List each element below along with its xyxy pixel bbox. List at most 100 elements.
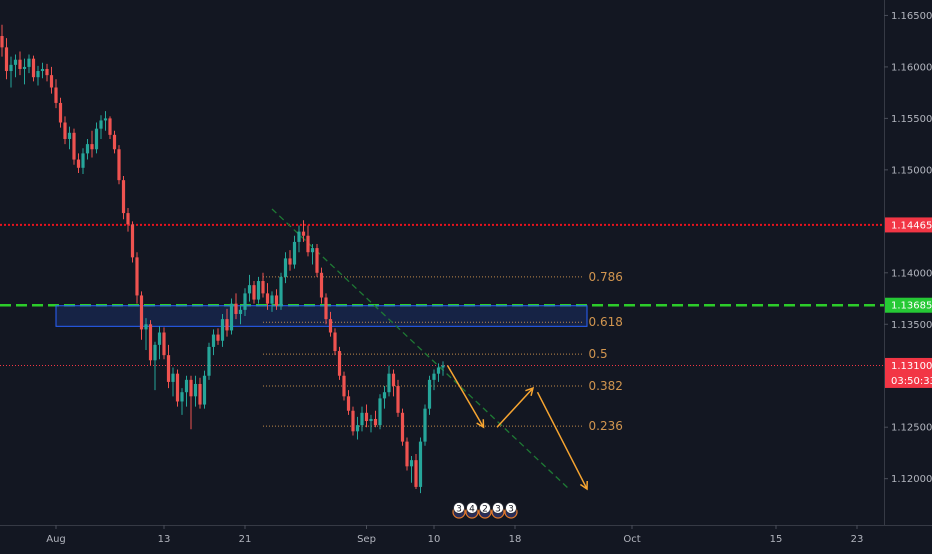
candle-body-50: [225, 319, 229, 331]
bar-count-badge-bg-0: [453, 502, 465, 514]
time-tick-label-5: 18: [509, 534, 522, 545]
candle-21: [94, 122, 99, 154]
candle-62: [279, 272, 283, 310]
candle-96: [432, 369, 436, 391]
candle-13: [58, 97, 63, 128]
candle-body-46: [207, 346, 211, 376]
projection-arrows: [446, 365, 588, 491]
candle-body-24: [108, 118, 112, 135]
price-axis: 1.16500 1.16000 1.15500 1.15000 1.14000 1.135…: [884, 11, 932, 485]
candle-54: [243, 288, 247, 317]
candle-body-49: [220, 319, 225, 341]
zone-layer: [55, 305, 588, 327]
price-label-bg-2: [885, 357, 932, 388]
candle-body-44: [198, 383, 202, 405]
candle-82: [369, 414, 373, 433]
candle-body-84: [378, 398, 382, 426]
projection-arrow-line-1: [496, 387, 534, 428]
candle-body-27: [121, 180, 126, 214]
candle-48: [216, 328, 220, 345]
candle-body-75: [337, 351, 342, 376]
fib-level-label-2: 0.5: [589, 347, 608, 361]
plot-area: [0, 0, 884, 525]
time-tick-label-3: Sep: [357, 534, 376, 545]
candle-45: [202, 370, 207, 409]
candle-body-56: [252, 285, 256, 300]
candle-body-38: [171, 373, 175, 382]
candle-body-21: [94, 128, 99, 150]
candle-95: [427, 375, 432, 415]
candle-33: [148, 320, 153, 366]
candle-58: [261, 272, 265, 298]
candle-37: [166, 344, 171, 389]
projection-arrow-line-2: [536, 391, 588, 490]
time-tick-label-6: Oct: [623, 534, 640, 545]
candle-27: [121, 176, 126, 220]
candle-body-82: [369, 418, 373, 422]
price-tick-label-1: 1.16000: [891, 62, 932, 73]
candle-19: [85, 138, 90, 160]
candle-body-11: [49, 75, 54, 88]
bar-count-badge-0: 3: [452, 502, 466, 519]
bar-count-badge-label-3: 3: [495, 505, 501, 515]
price-tick-label-0: 1.16500: [891, 11, 932, 22]
candle-body-80: [360, 412, 364, 426]
candle-body-69: [310, 248, 315, 253]
candle-88: [396, 379, 400, 417]
candle-17: [76, 153, 81, 173]
candle-body-67: [301, 231, 306, 236]
candle-body-33: [148, 324, 153, 361]
candle-8: [36, 65, 40, 86]
candle-body-64: [288, 258, 292, 265]
candle-body-10: [45, 68, 49, 76]
candle-68: [306, 225, 310, 257]
bar-count-badge-bg-3: [492, 502, 504, 514]
candle-79: [355, 416, 360, 440]
candle-43: [193, 375, 198, 407]
candle-35: [157, 326, 162, 360]
candle-body-83: [373, 418, 378, 426]
candle-6: [27, 54, 31, 74]
time-tick-label-4: 10: [428, 534, 441, 545]
candle-25: [112, 130, 117, 154]
candle-66: [297, 225, 301, 253]
candle-body-79: [355, 425, 360, 432]
candle-body-48: [216, 334, 220, 341]
candle-84: [378, 394, 382, 430]
projection-arrow-line-0: [446, 365, 485, 428]
candle-5: [22, 58, 27, 85]
candle-32: [144, 318, 148, 350]
candle-body-57: [256, 281, 261, 300]
candle-body-73: [328, 319, 333, 333]
candle-body-28: [126, 213, 130, 225]
candle-body-47: [211, 334, 216, 347]
candle-41: [184, 375, 189, 407]
candle-body-43: [193, 383, 198, 397]
candle-38: [171, 367, 175, 397]
price-label-1: 1.13685: [885, 297, 932, 313]
time-axis: Aug 13 21 Sep 10 18 Oct 15 23: [46, 525, 863, 545]
candle-body-26: [117, 149, 121, 181]
fib-level-label-3: 0.382: [589, 379, 623, 393]
candle-89: [400, 408, 405, 446]
candle-body-42: [189, 379, 193, 397]
candle-24: [108, 116, 112, 139]
candle-85: [382, 386, 387, 409]
price-label-text-1: 1.13685: [891, 301, 932, 312]
candle-91: [409, 456, 414, 483]
candle-body-74: [333, 332, 337, 352]
candle-body-39: [175, 373, 180, 402]
candle-body-81: [364, 412, 369, 422]
price-tick-label-4: 1.14000: [891, 268, 932, 279]
price-tick-label-5: 1.13500: [891, 320, 932, 331]
candle-body-34: [153, 344, 157, 361]
candle-body-63: [283, 258, 288, 277]
candle-92: [414, 453, 418, 489]
candle-23: [103, 111, 108, 131]
candle-56: [252, 281, 256, 304]
candle-77: [346, 390, 351, 415]
candle-98: [441, 361, 445, 376]
candle-body-90: [405, 441, 409, 467]
